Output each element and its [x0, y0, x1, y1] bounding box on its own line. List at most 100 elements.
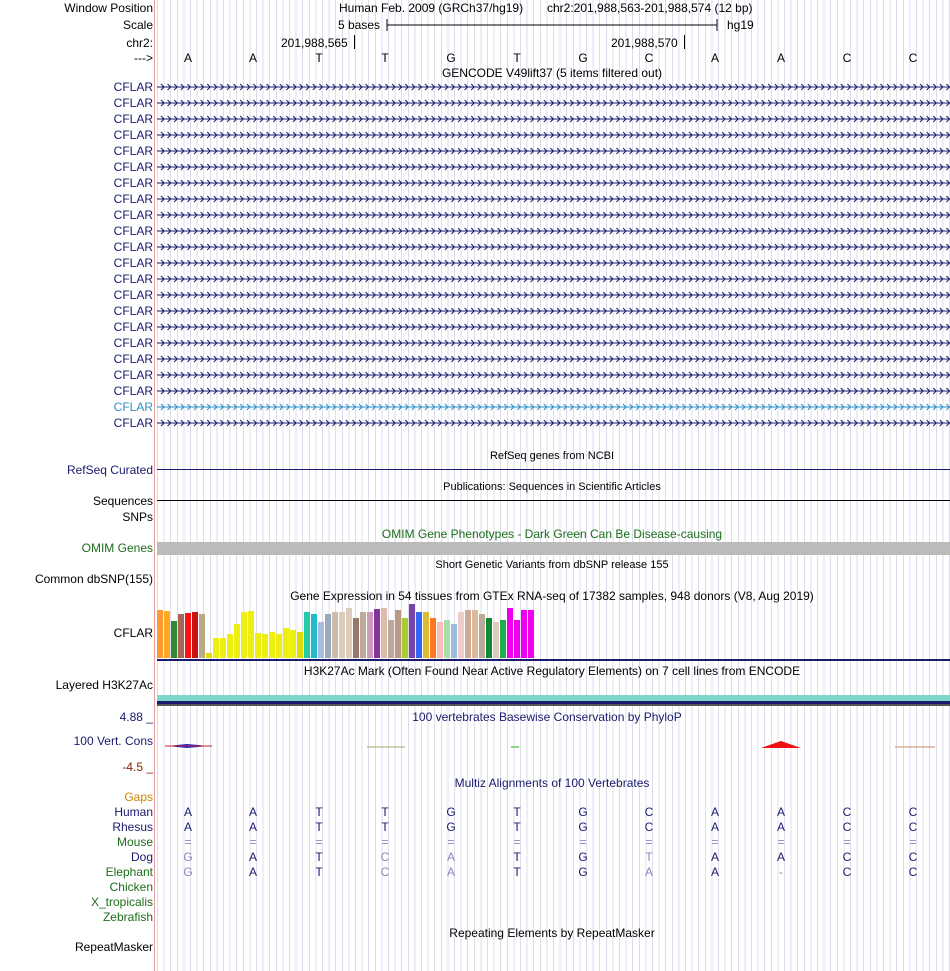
cons-label[interactable]: 100 Vert. Cons [73, 734, 153, 748]
gtex-tissue-bar[interactable] [528, 610, 534, 658]
omim-track-title[interactable]: OMIM Gene Phenotypes - Dark Green Can Be… [381, 527, 723, 541]
gtex-tissue-bar[interactable] [493, 622, 499, 658]
gtex-tissue-bar[interactable] [388, 620, 394, 658]
gencode-transcript[interactable] [157, 272, 950, 286]
gencode-item-label[interactable]: CFLAR [113, 384, 153, 398]
gtex-tissue-bar[interactable] [472, 610, 478, 658]
gtex-tissue-bar[interactable] [521, 610, 527, 658]
gtex-tissue-bar[interactable] [451, 624, 457, 658]
gencode-transcript[interactable] [157, 384, 950, 398]
gtex-tissue-bar[interactable] [402, 618, 408, 658]
gencode-item-label[interactable]: CFLAR [113, 240, 153, 254]
gtex-tissue-bar[interactable] [409, 604, 415, 658]
gtex-tissue-bar[interactable] [290, 630, 296, 658]
gencode-transcript[interactable] [157, 192, 950, 206]
gtex-tissue-bar[interactable] [374, 609, 380, 658]
gencode-item-label[interactable]: CFLAR [113, 80, 153, 94]
gtex-tissue-bar[interactable] [500, 620, 506, 658]
h3k27-label[interactable]: Layered H3K27Ac [55, 678, 153, 692]
gencode-item-label[interactable]: CFLAR [113, 208, 153, 222]
species-label[interactable]: Chicken [109, 880, 153, 894]
gencode-transcript[interactable] [157, 336, 950, 350]
gtex-tissue-bar[interactable] [276, 634, 282, 658]
species-label[interactable]: X_tropicalis [90, 895, 153, 909]
gencode-transcript[interactable] [157, 96, 950, 110]
gencode-item-label[interactable]: CFLAR [113, 304, 153, 318]
gencode-transcript[interactable] [157, 224, 950, 238]
gtex-tissue-bar[interactable] [381, 608, 387, 658]
gtex-tissue-bar[interactable] [353, 618, 359, 658]
repeatmasker-label[interactable]: RepeatMasker [74, 940, 153, 954]
gtex-bar-chart[interactable] [157, 604, 537, 658]
gencode-transcript[interactable] [157, 320, 950, 334]
gtex-tissue-bar[interactable] [185, 613, 191, 658]
refseq-track-title[interactable]: RefSeq genes from NCBI [489, 450, 615, 462]
gencode-item-label[interactable]: CFLAR [113, 288, 153, 302]
gencode-transcript[interactable] [157, 352, 950, 366]
gtex-tissue-bar[interactable] [234, 624, 240, 658]
gtex-tissue-bar[interactable] [465, 610, 471, 658]
gtex-track-title[interactable]: Gene Expression in 54 tissues from GTEx … [290, 589, 814, 603]
gtex-tissue-bar[interactable] [157, 610, 163, 658]
gencode-transcript[interactable] [157, 400, 950, 414]
gtex-tissue-bar[interactable] [507, 608, 513, 658]
gtex-tissue-bar[interactable] [486, 618, 492, 658]
gtex-tissue-bar[interactable] [458, 612, 464, 658]
gencode-item-label[interactable]: CFLAR [113, 160, 153, 174]
species-label[interactable]: Rhesus [112, 820, 153, 834]
gencode-transcript[interactable] [157, 256, 950, 270]
gtex-tissue-bar[interactable] [346, 608, 352, 658]
gencode-transcript[interactable] [157, 304, 950, 318]
gencode-transcript[interactable] [157, 112, 950, 126]
gencode-track-title[interactable]: GENCODE V49lift37 (5 items filtered out) [441, 66, 663, 80]
gtex-tissue-bar[interactable] [430, 618, 436, 658]
gencode-transcript[interactable] [157, 368, 950, 382]
gtex-tissue-bar[interactable] [297, 632, 303, 658]
gencode-transcript[interactable] [157, 240, 950, 254]
cons-signal-plot[interactable] [157, 738, 950, 754]
h3k27-track-title[interactable]: H3K27Ac Mark (Often Found Near Active Re… [303, 664, 801, 678]
gencode-item-label[interactable]: CFLAR [113, 224, 153, 238]
species-label[interactable]: Dog [130, 850, 153, 864]
gencode-item-label[interactable]: CFLAR [113, 96, 153, 110]
gencode-transcript[interactable] [157, 416, 950, 430]
species-label[interactable]: Human [114, 805, 153, 819]
refseq-label[interactable]: RefSeq Curated [66, 463, 153, 477]
omim-label[interactable]: OMIM Genes [81, 541, 153, 555]
refseq-gene-line[interactable] [157, 469, 950, 470]
gtex-tissue-bar[interactable] [332, 612, 338, 658]
gtex-tissue-bar[interactable] [367, 612, 373, 658]
gtex-tissue-bar[interactable] [164, 611, 170, 658]
gencode-item-label[interactable]: CFLAR [113, 320, 153, 334]
gencode-item-label[interactable]: CFLAR [113, 400, 153, 414]
gencode-item-label[interactable]: CFLAR [113, 128, 153, 142]
gencode-transcript[interactable] [157, 288, 950, 302]
gencode-transcript[interactable] [157, 160, 950, 174]
gtex-tissue-bar[interactable] [262, 634, 268, 658]
gencode-transcript[interactable] [157, 144, 950, 158]
gtex-tissue-bar[interactable] [199, 614, 205, 658]
gtex-tissue-bar[interactable] [220, 638, 226, 658]
gencode-transcript[interactable] [157, 128, 950, 142]
gtex-tissue-bar[interactable] [437, 622, 443, 658]
repeatmasker-track-title[interactable]: Repeating Elements by RepeatMasker [449, 926, 655, 940]
gtex-tissue-bar[interactable] [283, 628, 289, 658]
gtex-tissue-bar[interactable] [206, 653, 212, 658]
gencode-item-label[interactable]: CFLAR [113, 192, 153, 206]
gtex-tissue-bar[interactable] [395, 610, 401, 658]
gtex-tissue-bar[interactable] [360, 612, 366, 658]
gtex-tissue-bar[interactable] [479, 614, 485, 658]
pubs-track-title[interactable]: Publications: Sequences in Scientific Ar… [443, 481, 661, 493]
gtex-tissue-bar[interactable] [318, 622, 324, 658]
gencode-transcript[interactable] [157, 80, 950, 94]
gtex-tissue-bar[interactable] [192, 612, 198, 658]
sequences-label[interactable]: Sequences [92, 494, 153, 508]
gencode-item-label[interactable]: CFLAR [113, 144, 153, 158]
dbsnp-track-title[interactable]: Short Genetic Variants from dbSNP releas… [435, 559, 669, 571]
gtex-tissue-bar[interactable] [178, 614, 184, 658]
gencode-item-label[interactable]: CFLAR [113, 272, 153, 286]
gtex-tissue-bar[interactable] [514, 620, 520, 658]
gencode-item-label[interactable]: CFLAR [113, 176, 153, 190]
species-label[interactable]: Mouse [116, 835, 153, 849]
gencode-item-label[interactable]: CFLAR [113, 256, 153, 270]
